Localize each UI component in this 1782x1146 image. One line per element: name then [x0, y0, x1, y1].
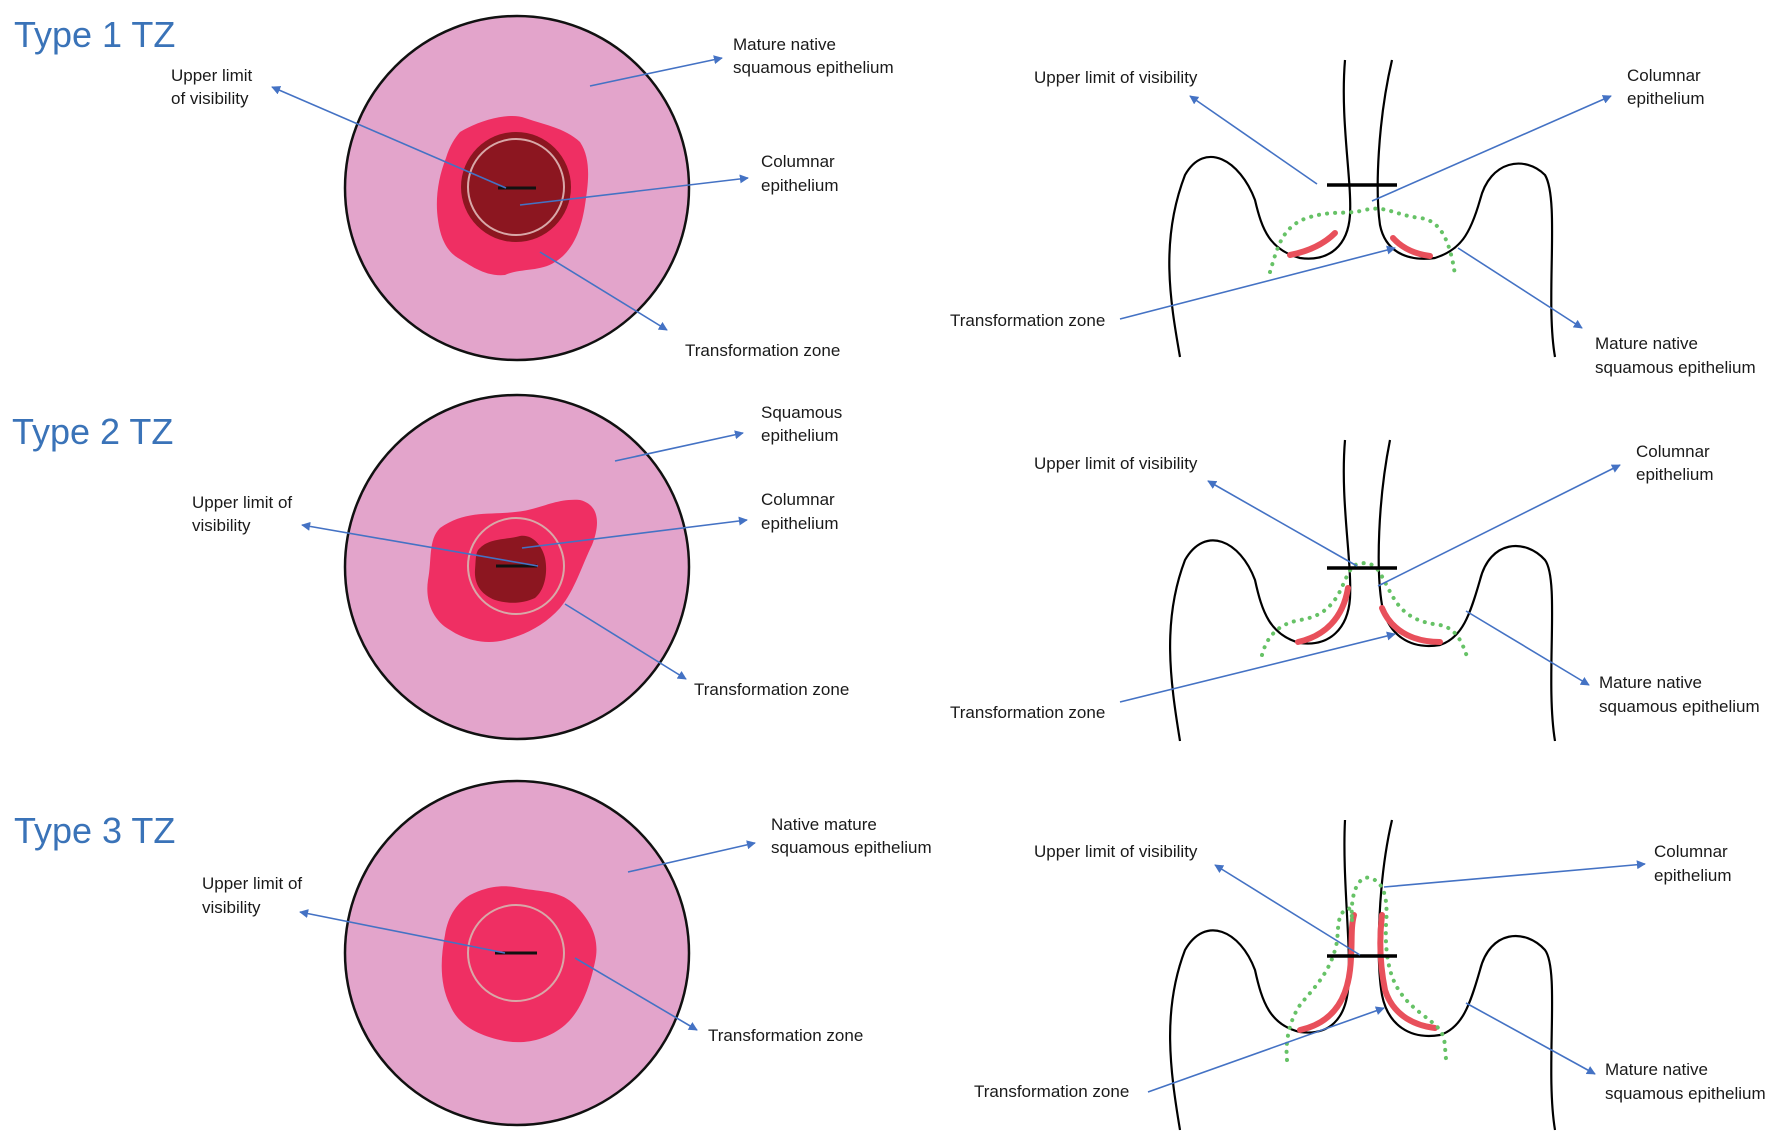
type-1-disk-label-columnar: Columnar epithelium — [761, 152, 839, 195]
type-1-disk-arrows — [271, 55, 749, 331]
type-3-transformation-zone — [441, 886, 597, 1043]
type-2-side-arrows — [1119, 464, 1621, 703]
type-3-os-ring — [467, 904, 565, 1002]
type-3-side-label-squamous: Mature native squamous epithelium — [1605, 1060, 1766, 1103]
type-2-os-ring — [467, 517, 565, 615]
type-3-title: Type 3 TZ — [14, 810, 175, 851]
type-3-colposcopic-view — [343, 779, 691, 1127]
panel-type-1: Type 1 TZ Upper limit of visibility Matu… — [14, 14, 1756, 377]
type-1-disk-label-squamous: Mature native squamous epithelium — [733, 35, 894, 77]
type-2-side-label-columnar: Columnar epithelium — [1636, 442, 1714, 484]
type-1-side-label-tz: Transformation zone — [950, 311, 1105, 330]
type-3-side-label-columnar: Columnar epithelium — [1654, 842, 1732, 885]
type-2-title: Type 2 TZ — [12, 411, 173, 452]
type-2-disk-label-upper-limit: Upper limit of visibility — [192, 493, 297, 535]
type-1-disk-label-upper-limit: Upper limit of visibility — [171, 66, 257, 108]
type-1-side-label-columnar: Columnar epithelium — [1627, 66, 1705, 108]
type-3-side-label-upper-limit: Upper limit of visibility — [1034, 842, 1198, 861]
type-2-side-label-squamous: Mature native squamous epithelium — [1599, 673, 1760, 716]
type-1-side-arrows — [1119, 95, 1612, 329]
type-1-side-label-upper-limit: Upper limit of visibility — [1034, 68, 1198, 87]
type-2-disk-label-tz: Transformation zone — [694, 680, 849, 699]
type-3-disk-label-squamous: Native mature squamous epithelium — [771, 815, 932, 857]
type-3-side-arrows — [1147, 860, 1646, 1093]
type-3-side-label-tz: Transformation zone — [974, 1082, 1129, 1101]
type-2-disk-arrows — [301, 430, 748, 680]
type-2-disk-label-squamous: Squamous epithelium — [761, 403, 847, 445]
type-3-disk-arrows — [299, 840, 756, 1031]
type-2-side-label-tz: Transformation zone — [950, 703, 1105, 722]
type-1-cervix-side-view — [1168, 59, 1557, 358]
type-1-colposcopic-view — [343, 14, 691, 362]
type-1-title: Type 1 TZ — [14, 14, 175, 55]
type-2-disk-label-columnar: Columnar epithelium — [761, 490, 839, 533]
type-3-disk-label-upper-limit: Upper limit of visibility — [202, 874, 307, 917]
type-2-cervix-side-view — [1169, 439, 1557, 742]
type-1-os-ring — [467, 138, 565, 236]
type-2-columnar-epithelium — [474, 535, 547, 603]
type-2-colposcopic-view — [343, 393, 691, 741]
type-3-cervix-side-view — [1169, 819, 1557, 1131]
type-2-side-label-upper-limit: Upper limit of visibility — [1034, 454, 1198, 473]
type-1-disk-label-tz: Transformation zone — [685, 341, 840, 360]
type-1-side-label-squamous: Mature native squamous epithelium — [1595, 334, 1756, 377]
panel-type-3: Type 3 TZ Upper limit of visibility Nati… — [14, 779, 1766, 1131]
panel-type-2: Type 2 TZ Upper limit of visibility Squa… — [12, 393, 1760, 742]
type-3-disk-label-tz: Transformation zone — [708, 1026, 863, 1045]
